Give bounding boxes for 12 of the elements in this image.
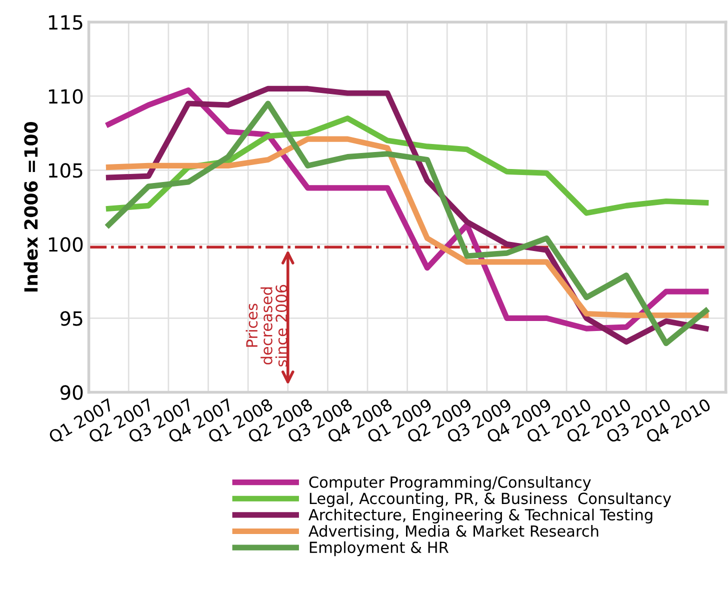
y-tick-label: 115: [48, 15, 82, 30]
y-tick-label: 95: [60, 311, 82, 326]
y-tick-label: 90: [60, 385, 83, 400]
y-axis-title: Index 2006 =100: [24, 122, 38, 292]
legend-label: Architecture, Engineering & Technical Testing: [308, 508, 652, 524]
y-tick-label: 110: [48, 89, 83, 104]
legend-label: Computer Programming/Consultancy: [309, 476, 591, 491]
y-tick-label: 100: [48, 237, 83, 252]
legend-label: Legal, Accounting, PR, & Business Consultancy: [310, 492, 672, 508]
legend-label: Advertising, Media & Market Research: [308, 525, 598, 540]
y-tick-label: 105: [48, 163, 82, 178]
legend-label: Employment & HR: [310, 541, 449, 556]
